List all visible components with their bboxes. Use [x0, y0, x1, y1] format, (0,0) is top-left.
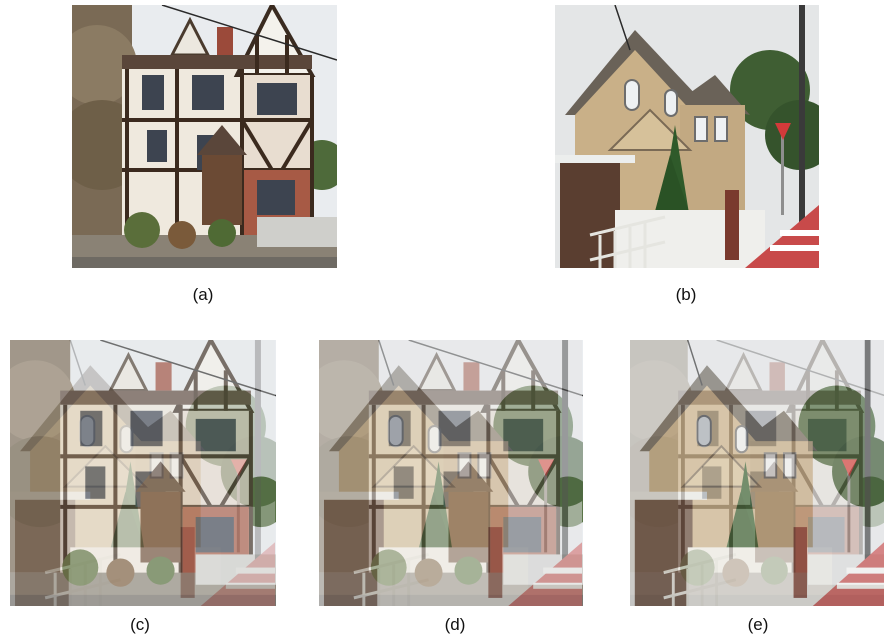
caption-e: (e): [747, 615, 769, 634]
image-panel-d: [319, 340, 583, 606]
caption-b: (b): [675, 285, 697, 304]
image-panel-a: [72, 5, 337, 268]
image-panel-e: [630, 340, 884, 606]
blended-photo-c: [10, 340, 276, 606]
brick-house-photo: [555, 5, 819, 268]
caption-c: (c): [130, 615, 150, 634]
blended-photo-e: [630, 340, 884, 606]
image-panel-b: [555, 5, 819, 268]
caption-a: (a): [192, 285, 214, 304]
caption-d: (d): [444, 615, 466, 634]
image-panel-c: [10, 340, 276, 606]
tudor-house-photo: [72, 5, 337, 268]
blended-photo-d: [319, 340, 583, 606]
